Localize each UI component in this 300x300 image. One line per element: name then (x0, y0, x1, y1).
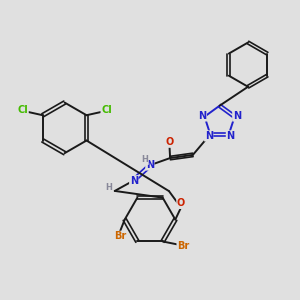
Text: Br: Br (114, 231, 126, 241)
Text: N: N (146, 160, 154, 170)
Text: O: O (165, 137, 174, 147)
Text: O: O (177, 198, 185, 208)
Text: H: H (141, 155, 148, 164)
Text: N: N (130, 176, 138, 186)
Text: Cl: Cl (101, 106, 112, 116)
Text: N: N (205, 131, 213, 141)
Text: Cl: Cl (17, 106, 28, 116)
Text: N: N (233, 111, 241, 121)
Text: H: H (106, 183, 112, 192)
Text: Br: Br (177, 241, 189, 251)
Text: N: N (226, 131, 235, 141)
Text: N: N (198, 111, 206, 121)
